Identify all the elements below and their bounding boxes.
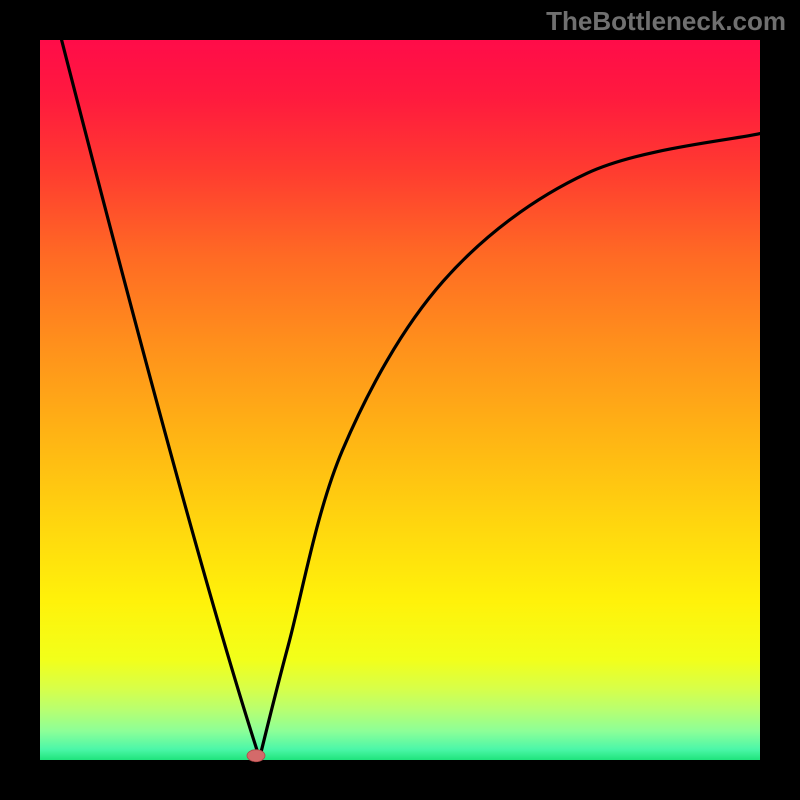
watermark-text: TheBottleneck.com: [546, 6, 786, 37]
chart-container: TheBottleneck.com: [0, 0, 800, 800]
bottleneck-curve: [62, 40, 760, 758]
minimum-marker: [247, 750, 265, 762]
curve-layer: [0, 0, 800, 800]
